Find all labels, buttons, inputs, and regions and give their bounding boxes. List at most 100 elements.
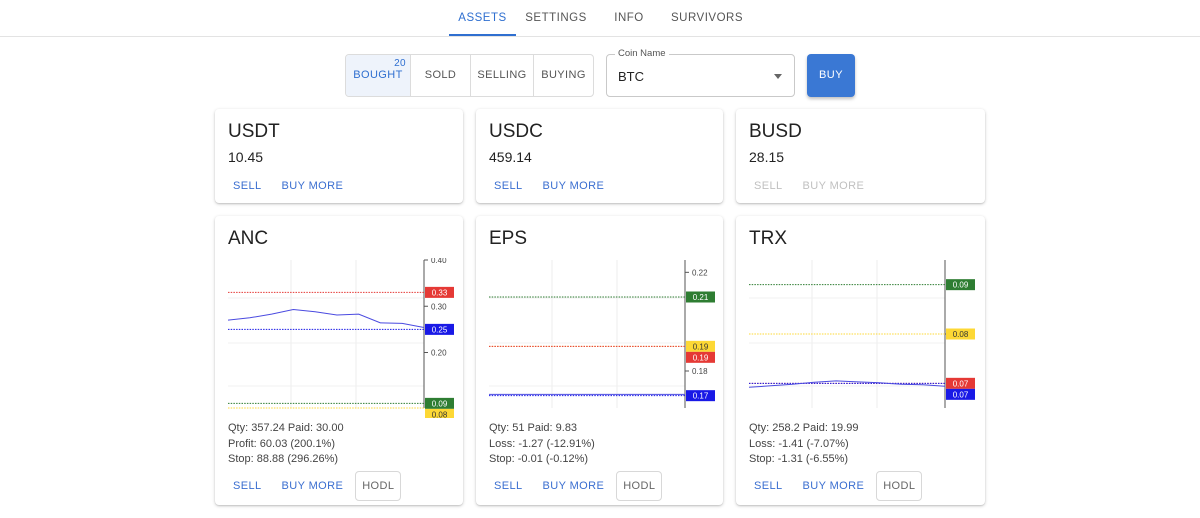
price-chart: 0.40 0.30 0.20 0.33 0.25 0.09 0.08 bbox=[228, 258, 454, 418]
price-tag-bg bbox=[686, 340, 715, 352]
price-tag-bg bbox=[946, 377, 975, 389]
tab-assets[interactable]: ASSETS bbox=[449, 0, 516, 36]
buy-more-button[interactable]: BUY MORE bbox=[802, 180, 865, 192]
price-tag-label: 0.08 bbox=[432, 410, 448, 418]
price-series-line bbox=[749, 380, 946, 388]
position-stats: Qty: 51 Paid: 9.83 Loss: -1.27 (-12.91%)… bbox=[489, 421, 595, 468]
asset-card-trx: TRX 0.080.090.080.070.07 Qty: 258.2 Paid… bbox=[736, 216, 985, 505]
status-filter: BOUGHT 20 SOLD SELLING BUYING bbox=[345, 54, 594, 97]
buy-button[interactable]: BUY bbox=[807, 54, 855, 97]
asset-card-eps: EPS 0.22 0.18 0.21 0.19 0.19 0.17 Qty: 51 Pai… bbox=[476, 216, 723, 505]
position-stats: Qty: 357.24 Paid: 30.00 Profit: 60.03 (2… bbox=[228, 421, 344, 468]
sell-button[interactable]: SELL bbox=[754, 180, 783, 192]
price-tag: 0.21 bbox=[686, 291, 715, 303]
coin-name-select[interactable]: Coin Name BTC bbox=[606, 48, 795, 97]
buy-more-button[interactable]: BUY MORE bbox=[281, 480, 344, 492]
price-tag-label: 0.19 bbox=[693, 353, 709, 362]
asset-title: EPS bbox=[489, 228, 528, 249]
price-tag-label: 0.09 bbox=[432, 399, 448, 408]
sell-button[interactable]: SELL bbox=[233, 480, 262, 492]
qty-paid-text: Qty: 51 Paid: 9.83 bbox=[489, 422, 578, 434]
price-tag: 0.08 bbox=[425, 408, 454, 418]
hodl-button[interactable]: HODL bbox=[616, 471, 663, 501]
buy-more-button[interactable]: BUY MORE bbox=[542, 180, 605, 192]
sell-button[interactable]: SELL bbox=[494, 480, 523, 492]
price-chart: 0.22 0.18 0.21 0.19 0.19 0.17 bbox=[489, 260, 715, 408]
filter-selling-button[interactable]: SELLING bbox=[471, 55, 534, 96]
sell-button[interactable]: SELL bbox=[233, 180, 262, 192]
price-tag: 0.33 bbox=[425, 286, 454, 298]
asset-title: USDC bbox=[489, 121, 543, 142]
buy-more-button[interactable]: BUY MORE bbox=[802, 480, 865, 492]
filter-buying-button[interactable]: BUYING bbox=[541, 69, 586, 81]
tick-label: 0.40 bbox=[431, 258, 447, 265]
price-series-line bbox=[228, 308, 425, 328]
tab-survivors[interactable]: SURVIVORS bbox=[670, 12, 744, 24]
price-tag-bg bbox=[686, 390, 715, 402]
qty-paid-text: Qty: 258.2 Paid: 19.99 bbox=[749, 422, 859, 434]
qty-paid-text: Qty: 357.24 Paid: 30.00 bbox=[228, 422, 344, 434]
asset-card-usdt: USDT 10.45 SELL BUY MORE bbox=[215, 109, 463, 203]
bought-count-badge: 20 bbox=[394, 58, 406, 69]
tab-settings[interactable]: SETTINGS bbox=[525, 12, 587, 24]
price-tag-label: 0.21 bbox=[693, 293, 709, 302]
stop-text: Stop: -1.31 (-6.55%) bbox=[749, 453, 849, 465]
filter-bought-label: BOUGHT bbox=[353, 69, 403, 81]
price-tag-bg bbox=[425, 323, 454, 335]
hodl-button[interactable]: HODL bbox=[876, 471, 923, 501]
price-tag: 0.19 bbox=[686, 351, 715, 363]
profit-loss-text: Loss: -1.27 (-12.91%) bbox=[489, 437, 595, 450]
tick-label: 0.18 bbox=[692, 367, 708, 376]
top-nav: ASSETS SETTINGS INFO SURVIVORS bbox=[0, 0, 1200, 37]
price-tag-label: 0.25 bbox=[432, 325, 448, 334]
tick-label: 0.22 bbox=[692, 268, 708, 277]
price-tag-label: 0.33 bbox=[432, 288, 448, 297]
price-tag-bg bbox=[425, 408, 454, 418]
chevron-down-icon bbox=[774, 74, 782, 79]
price-tag-bg bbox=[425, 286, 454, 298]
stop-text: Stop: -0.01 (-0.12%) bbox=[489, 453, 589, 465]
tick-label: 0.30 bbox=[431, 302, 447, 311]
price-tag-bg bbox=[946, 279, 975, 291]
price-tag-label: 0.09 bbox=[953, 281, 969, 290]
asset-title: USDT bbox=[228, 121, 280, 142]
asset-card-anc: ANC 0.40 0.30 0.20 0.33 0.25 0.09 0.08 Qty: 35… bbox=[215, 216, 463, 505]
profit-loss-text: Profit: 60.03 (200.1%) bbox=[228, 437, 336, 450]
filter-bought-button[interactable]: BOUGHT 20 bbox=[346, 55, 411, 96]
sell-button[interactable]: SELL bbox=[494, 180, 523, 192]
price-tag: 0.07 bbox=[946, 388, 975, 400]
price-chart: 0.080.090.080.070.07 bbox=[749, 260, 975, 408]
price-tag-bg bbox=[686, 291, 715, 303]
asset-title: TRX bbox=[749, 228, 787, 249]
price-tag: 0.09 bbox=[425, 397, 454, 409]
price-tag: 0.17 bbox=[686, 390, 715, 402]
price-tag: 0.19 bbox=[686, 340, 715, 352]
price-tag: 0.08 bbox=[946, 328, 975, 340]
coin-name-label: Coin Name bbox=[615, 48, 669, 59]
price-tag-bg bbox=[946, 388, 975, 400]
asset-card-usdc: USDC 459.14 SELL BUY MORE bbox=[476, 109, 723, 203]
profit-loss-text: Loss: -1.41 (-7.07%) bbox=[749, 437, 849, 450]
asset-title: ANC bbox=[228, 228, 269, 249]
buy-more-button[interactable]: BUY MORE bbox=[281, 180, 344, 192]
asset-card-busd: BUSD 28.15 SELL BUY MORE bbox=[736, 109, 985, 203]
stop-text: Stop: 88.88 (296.26%) bbox=[228, 453, 339, 465]
price-tag-label: 0.08 bbox=[953, 330, 969, 339]
price-tag-bg bbox=[686, 351, 715, 363]
buy-more-button[interactable]: BUY MORE bbox=[542, 480, 605, 492]
price-tag: 0.07 bbox=[946, 377, 975, 389]
coin-name-value: BTC bbox=[618, 69, 644, 84]
price-tag-label: 0.07 bbox=[953, 379, 969, 388]
price-tag: 0.25 bbox=[425, 323, 454, 335]
price-tag-label: 0.19 bbox=[693, 342, 709, 351]
tab-info[interactable]: INFO bbox=[614, 12, 644, 24]
price-tag-bg bbox=[946, 328, 975, 340]
filter-sold-button[interactable]: SOLD bbox=[411, 55, 471, 96]
asset-title: BUSD bbox=[749, 121, 802, 142]
tick-label: 0.20 bbox=[431, 349, 447, 358]
price-tag: 0.09 bbox=[946, 279, 975, 291]
position-stats: Qty: 258.2 Paid: 19.99 Loss: -1.41 (-7.0… bbox=[749, 421, 858, 468]
price-tag-label: 0.17 bbox=[693, 392, 709, 401]
hodl-button[interactable]: HODL bbox=[355, 471, 402, 501]
sell-button[interactable]: SELL bbox=[754, 480, 783, 492]
